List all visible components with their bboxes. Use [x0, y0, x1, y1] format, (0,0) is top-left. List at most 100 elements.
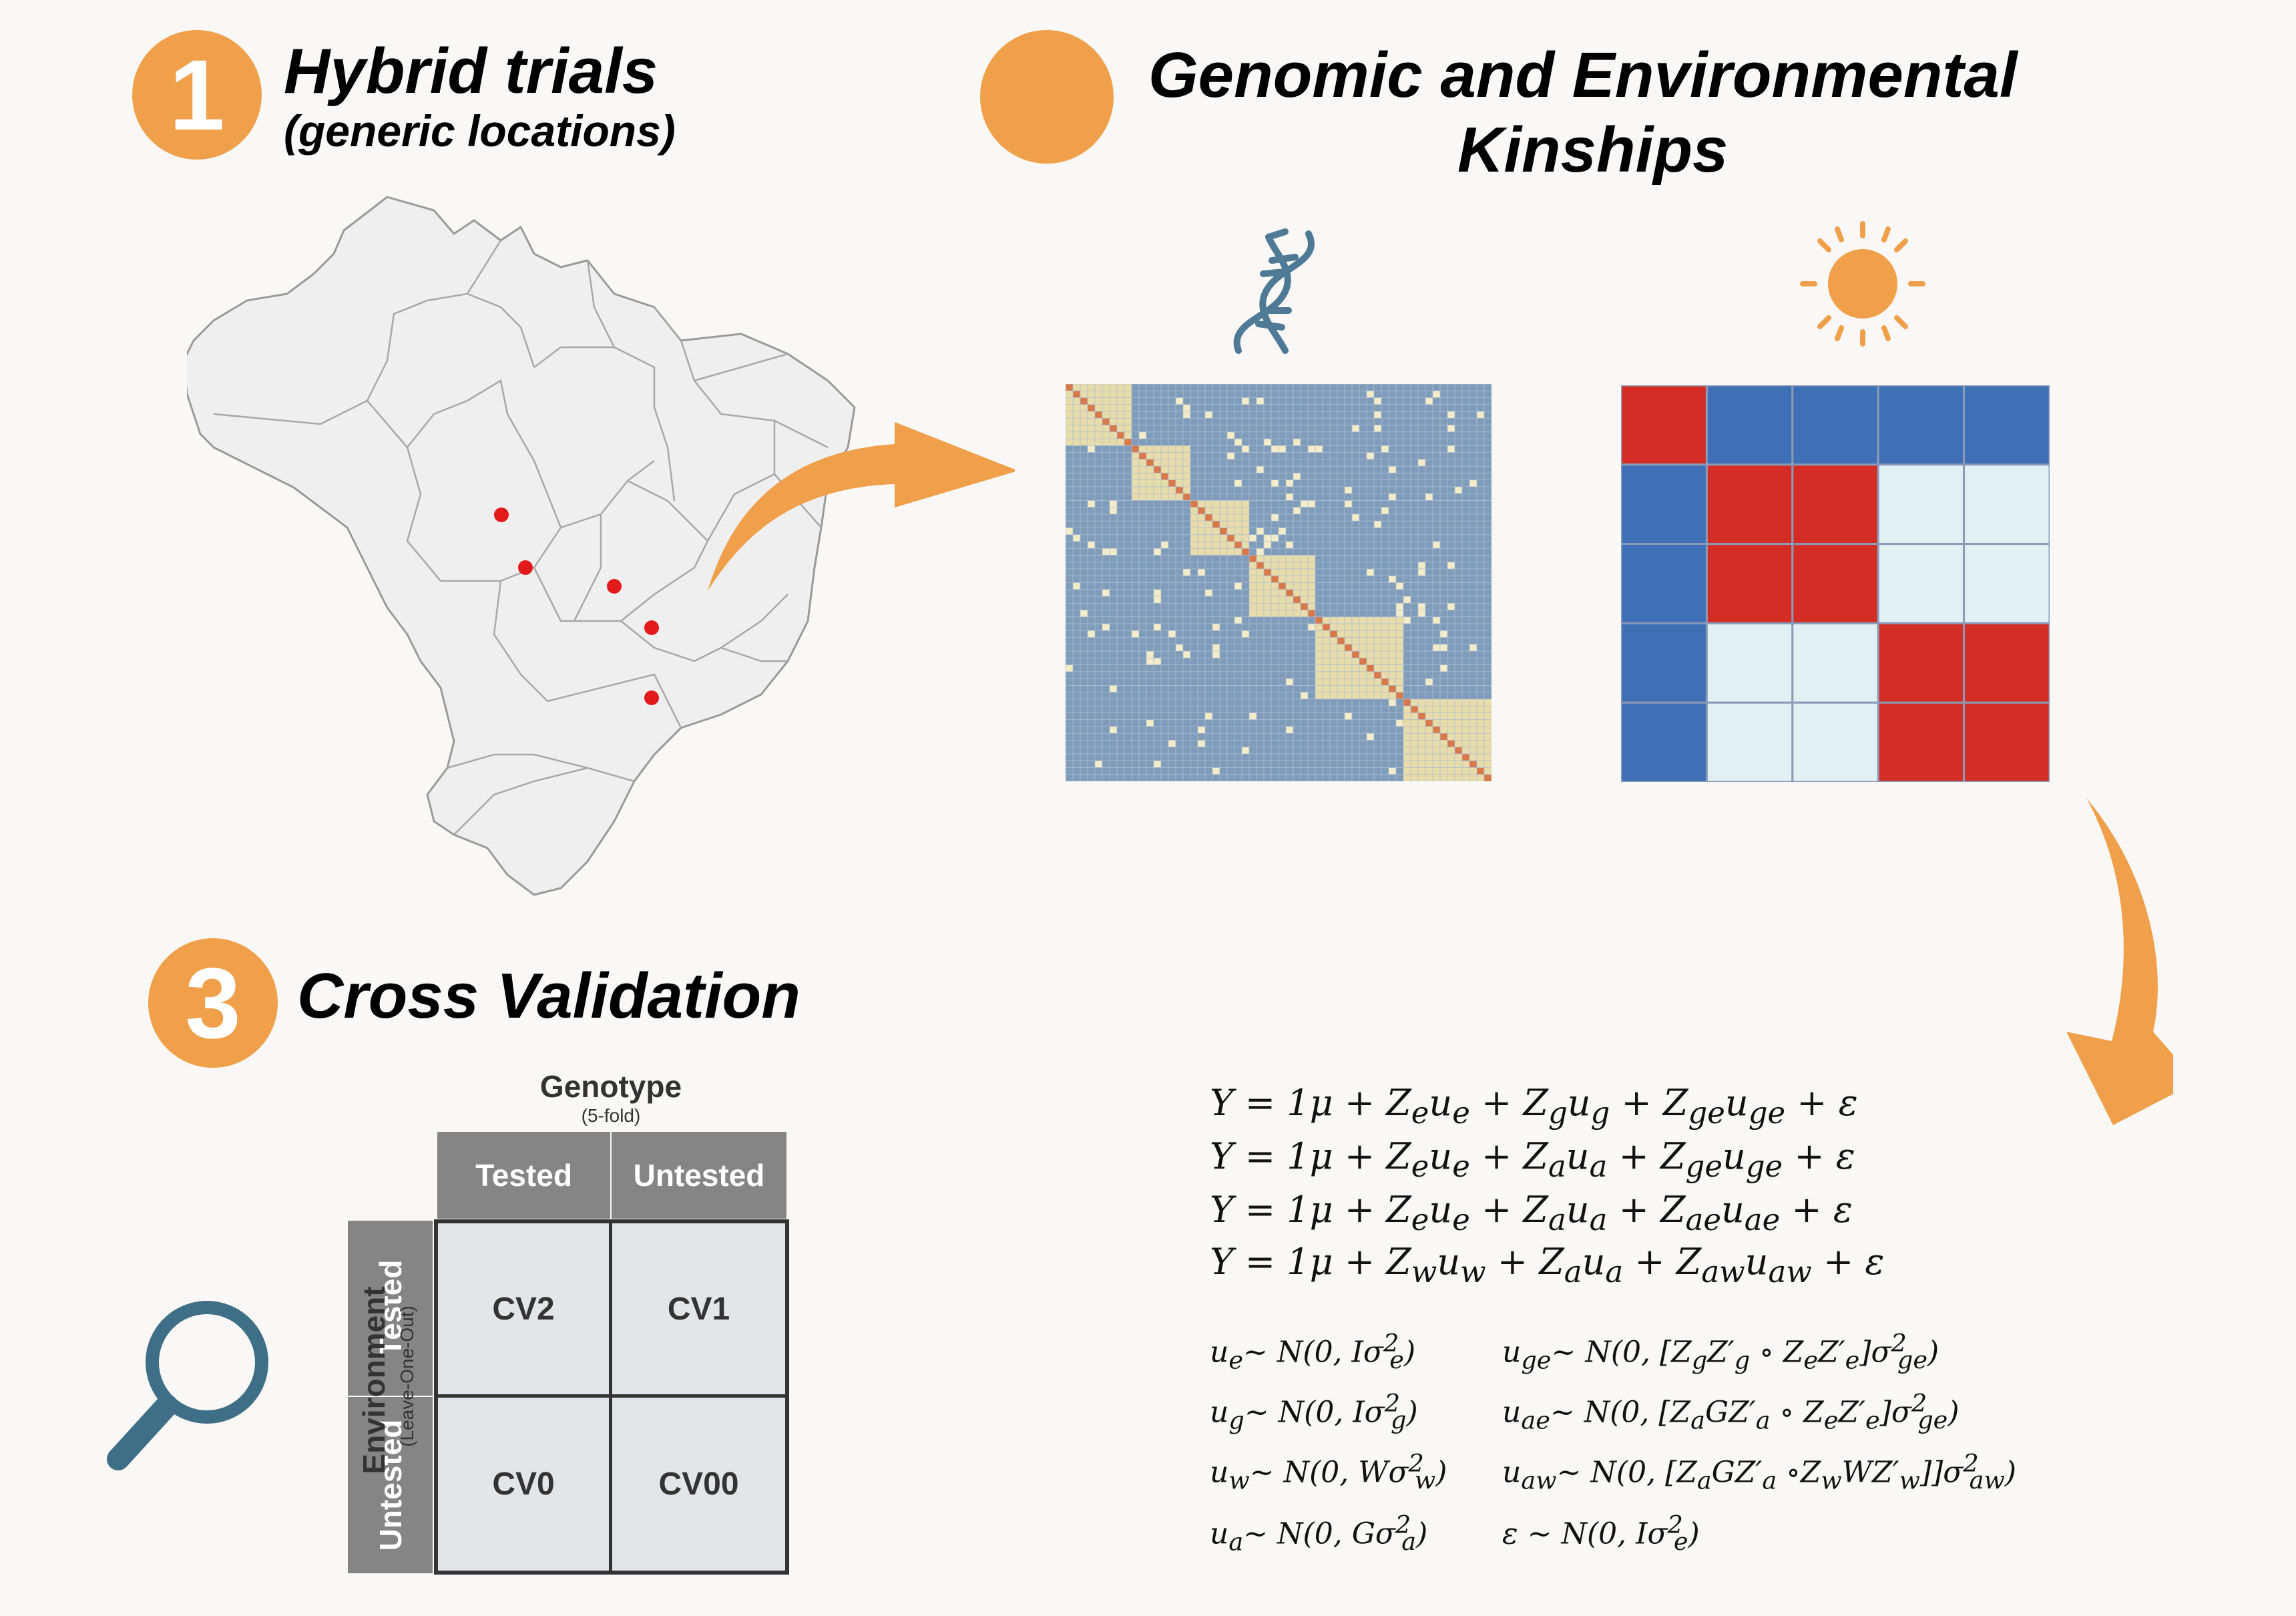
grm-cell [1403, 726, 1411, 734]
grm-cell [1190, 582, 1198, 590]
grm-cell [1263, 589, 1272, 597]
grm-cell [1175, 425, 1184, 433]
grm-cell [1454, 582, 1463, 590]
grm-cell [1256, 630, 1265, 638]
grm-cell [1300, 493, 1309, 501]
grm-cell [1439, 390, 1448, 399]
grm-cell [1212, 650, 1220, 659]
grm-cell [1483, 589, 1491, 597]
grm-cell [1234, 514, 1242, 522]
grm-cell [1271, 397, 1279, 405]
grm-cell [1066, 528, 1074, 536]
grm-cell [1197, 404, 1206, 412]
grm-cell [1146, 555, 1154, 563]
grm-cell [1197, 486, 1206, 494]
grm-cell [1300, 541, 1309, 549]
grm-cell [1417, 499, 1426, 508]
grm-cell [1190, 719, 1198, 727]
grm-cell [1373, 610, 1382, 618]
grm-cell [1483, 555, 1491, 563]
grm-cell [1447, 555, 1455, 563]
grm-cell [1293, 417, 1301, 426]
grm-cell [1476, 528, 1485, 536]
grm-cell [1461, 465, 1470, 474]
grm-cell [1212, 774, 1220, 781]
grm-cell [1432, 630, 1441, 638]
grm-cell [1263, 417, 1272, 426]
grm-cell [1175, 684, 1184, 693]
grm-cell [1483, 719, 1491, 727]
grm-cell [1256, 698, 1265, 706]
grm-cell [1278, 726, 1287, 734]
grm-cell [1204, 568, 1213, 576]
grm-cell [1476, 541, 1485, 549]
grm-cell [1263, 678, 1272, 686]
brazil-outline [187, 196, 856, 896]
grm-cell [1153, 719, 1162, 727]
grm-cell [1080, 589, 1088, 597]
section-3-title: Cross Validation [297, 960, 800, 1032]
grm-cell [1381, 555, 1389, 563]
grm-cell [1094, 684, 1103, 693]
grm-cell [1469, 479, 1477, 487]
grm-cell [1271, 610, 1279, 618]
grm-cell [1131, 596, 1140, 604]
grm-cell [1278, 678, 1287, 686]
grm-cell [1094, 493, 1103, 501]
grm-cell [1329, 452, 1338, 460]
grm-cell [1204, 650, 1213, 659]
grm-cell [1410, 397, 1419, 405]
grm-cell [1439, 719, 1448, 727]
grm-cell [1102, 740, 1110, 748]
grm-cell [1190, 623, 1198, 632]
grm-cell [1226, 575, 1235, 584]
grm-cell [1388, 528, 1397, 536]
grm-cell [1373, 575, 1382, 584]
grm-cell [1425, 452, 1433, 460]
grm-cell [1263, 425, 1272, 433]
grm-cell [1483, 678, 1491, 686]
grm-cell [1241, 555, 1250, 563]
grm-cell [1461, 541, 1470, 549]
grm-cell [1226, 534, 1235, 542]
grm-cell [1080, 692, 1088, 700]
grm-cell [1359, 528, 1367, 536]
grm-cell [1212, 472, 1220, 481]
grm-cell [1425, 459, 1433, 467]
grm-cell [1138, 555, 1147, 563]
grm-cell [1425, 465, 1433, 474]
grm-cell [1447, 637, 1455, 645]
grm-cell [1329, 514, 1338, 522]
grm-cell [1109, 740, 1118, 748]
grm-cell [1359, 705, 1367, 714]
grm-cell [1337, 479, 1345, 487]
grm-cell [1160, 548, 1169, 556]
grm-cell [1109, 465, 1118, 474]
grm-cell [1080, 644, 1088, 652]
grm-cell [1256, 760, 1265, 769]
grm-cell [1447, 425, 1455, 433]
grm-cell [1094, 657, 1103, 666]
grm-cell [1351, 384, 1360, 391]
grm-cell [1329, 610, 1338, 618]
grm-cell [1212, 493, 1220, 501]
grm-cell [1138, 520, 1147, 529]
grm-cell [1102, 582, 1110, 590]
grm-cell [1234, 664, 1242, 672]
grm-cell [1248, 657, 1257, 666]
grm-cell [1066, 705, 1074, 714]
grm-cell [1094, 589, 1103, 597]
grm-cell [1417, 692, 1426, 700]
grm-cell [1366, 767, 1375, 775]
grm-cell [1248, 753, 1257, 761]
grm-cell [1219, 548, 1228, 556]
grm-cell [1373, 589, 1382, 597]
grm-cell [1248, 616, 1257, 624]
grm-cell [1417, 438, 1426, 447]
grm-cell [1344, 684, 1353, 693]
grm-cell [1366, 431, 1375, 439]
grm-cell [1359, 589, 1367, 597]
dist-ue: ue~ N(0, Iσ2e) [1210, 1329, 1416, 1375]
grm-cell [1351, 514, 1360, 522]
grm-cell [1454, 528, 1463, 536]
